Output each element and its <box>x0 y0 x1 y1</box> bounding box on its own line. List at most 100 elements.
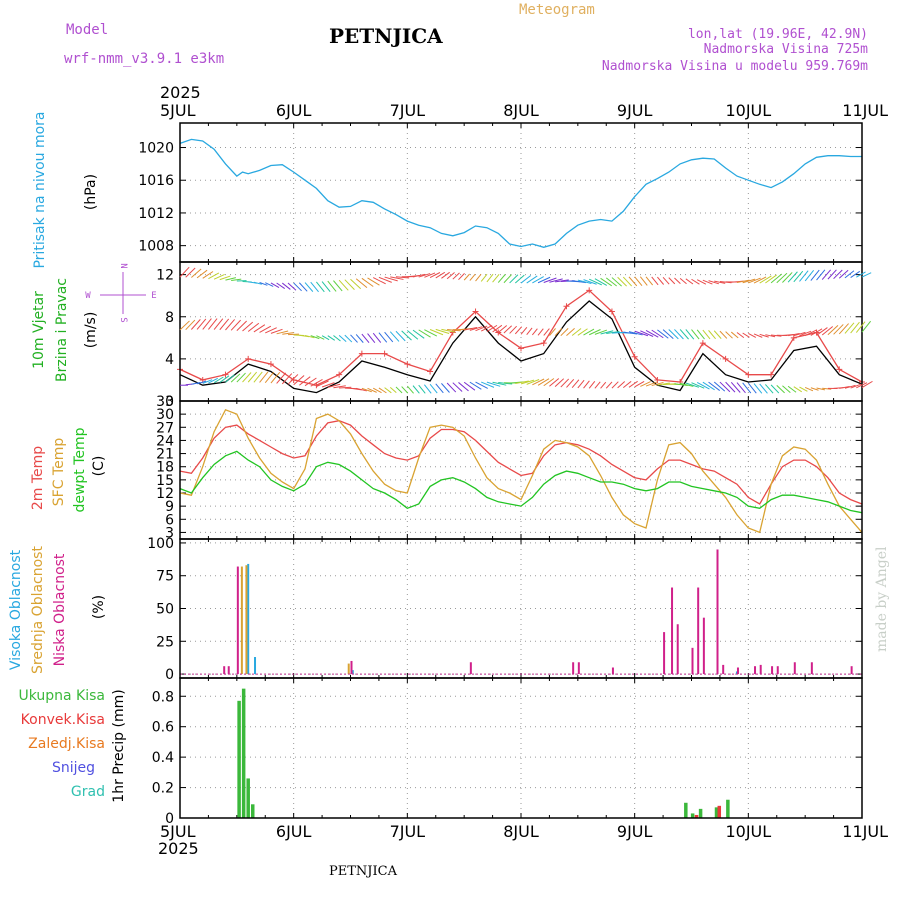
wind-arrow <box>339 386 352 389</box>
wind-arrow <box>202 318 212 330</box>
wind-arrow <box>497 274 506 283</box>
wind-arrow <box>299 376 311 386</box>
wind-arrow <box>452 272 460 280</box>
wind-arrow <box>594 381 601 389</box>
wind-arrow <box>361 277 374 287</box>
wind-arrow <box>787 271 798 283</box>
meteogram-label: Meteogram <box>519 2 595 18</box>
bar-niska-oblacnost <box>227 666 230 675</box>
wind-arrow <box>401 330 412 341</box>
wind-arrow <box>532 378 545 386</box>
bar-niska-oblacnost <box>793 662 796 675</box>
y-tick-label: 3 <box>165 525 174 541</box>
y-tick-label: 18 <box>156 460 174 476</box>
y-tick-label: 0.6 <box>152 720 174 736</box>
wind-unit: (m/s) <box>83 312 99 349</box>
y-tick-label: 4 <box>165 352 174 368</box>
x-tick-label-top: 5JUL <box>160 101 196 120</box>
wind-arrow <box>447 328 461 332</box>
gust-marker <box>381 350 388 357</box>
wind-arrow <box>247 322 260 332</box>
wind-arrow <box>429 329 444 336</box>
wind-arrow <box>435 328 450 334</box>
wind-arrow <box>537 276 551 284</box>
wind-arrow <box>202 379 213 384</box>
wind-arrow <box>219 318 230 331</box>
wind-arrow <box>850 321 860 334</box>
wind-arrow <box>270 372 281 384</box>
wind-arrow <box>395 276 410 279</box>
wind-arrow <box>674 277 681 284</box>
pressure-title: Pritisak na nivou mora <box>32 111 48 268</box>
wind-arrow <box>799 270 809 282</box>
wind-arrow <box>412 385 420 394</box>
temp-2m-label: 2m Temp <box>30 446 46 510</box>
wind-arrow <box>480 273 488 282</box>
wind-arrow <box>486 273 494 283</box>
wind-arrow <box>463 381 476 391</box>
bar-ukupna-kisa <box>684 802 688 818</box>
cloud-labels: Visoka Oblacnost Srednja Oblacnost Niska… <box>8 546 107 674</box>
wind-arrow <box>515 380 529 384</box>
wind-arrow <box>378 276 392 283</box>
wind-arrow <box>600 381 607 389</box>
panel-frame <box>179 677 863 819</box>
wind-arrow <box>560 328 569 337</box>
gust-marker <box>790 334 797 341</box>
wind-arrow <box>213 376 224 384</box>
wind-arrow <box>850 383 862 389</box>
wind-arrow <box>276 372 287 384</box>
wind-arrow <box>412 273 426 278</box>
wind-arrow <box>543 328 550 336</box>
wind-arrow <box>316 380 329 388</box>
wind-arrow <box>338 334 347 342</box>
y-tick-label: 1016 <box>138 173 174 189</box>
plot-layer: 1008101210161020048123691215182124273033… <box>18 101 888 841</box>
wind-arrow <box>730 331 739 339</box>
wind-arrow <box>714 280 726 284</box>
wind-arrow <box>566 378 575 388</box>
wind-arrow <box>713 381 726 392</box>
wind-arrow <box>424 329 438 337</box>
y-tick-label: 15 <box>156 473 174 489</box>
gust-marker <box>722 355 729 362</box>
wind-arrow <box>640 330 654 337</box>
wind-arrow <box>554 378 565 388</box>
wind-arrow <box>685 329 695 340</box>
bar-ukupna-kisa <box>726 799 730 818</box>
wind-arrow <box>486 324 498 332</box>
x-tick-label-top: 8JUL <box>503 101 539 120</box>
x-tick-label-bottom: 11JUL <box>842 822 888 841</box>
wind-arrow <box>264 371 275 384</box>
bar-niska-oblacnost <box>236 566 239 675</box>
gust-marker <box>745 371 752 378</box>
elevation-label: Nadmorska Visina 725m <box>704 42 869 57</box>
wind-arrow <box>378 387 387 394</box>
wind-arrow <box>230 319 241 331</box>
wind-arrow <box>821 269 832 280</box>
wind-arrow <box>838 269 849 279</box>
wind-arrow <box>611 277 622 287</box>
x-tick-label-top: 11JUL <box>842 101 888 120</box>
wind-arrow <box>685 382 700 388</box>
wind-arrow <box>725 381 736 393</box>
wind-arrow <box>679 277 687 285</box>
wind-arrow <box>639 276 648 286</box>
wind-arrow <box>844 270 855 279</box>
wind-arrow <box>327 335 336 341</box>
wind-arrow <box>304 377 317 387</box>
wind-arrow <box>816 387 826 391</box>
y-tick-label: 9 <box>165 499 174 515</box>
wind-arrow <box>412 329 425 339</box>
y-tick-label: 50 <box>156 602 174 618</box>
model-label: Model <box>66 22 108 38</box>
panel-4: 0 0.2 0.4 0.6 0.8 <box>152 677 863 827</box>
wind-arrow <box>265 327 277 334</box>
wind-arrow <box>782 272 793 283</box>
precip-legend-item: Konvek.Kisa <box>21 712 105 728</box>
wind-arrow <box>617 381 626 389</box>
wind-arrow <box>520 326 528 335</box>
gust-marker <box>699 340 706 347</box>
wind-arrow <box>549 328 556 336</box>
wind-arrow <box>338 279 349 291</box>
